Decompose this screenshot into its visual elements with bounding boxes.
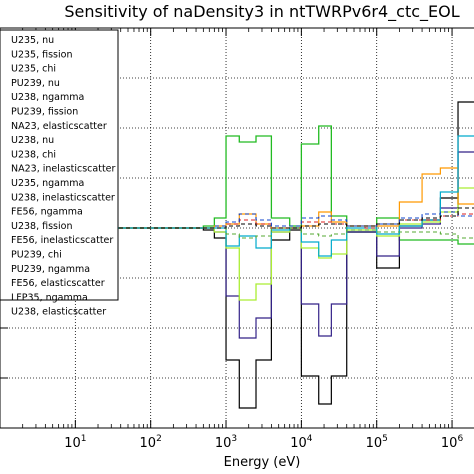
legend-entry: FE56, ngamma: [11, 207, 83, 218]
legend-entry: U235, chi: [11, 64, 56, 75]
x-tick-label: 103: [215, 434, 237, 451]
legend-entry: U235, nu: [11, 35, 54, 46]
legend: U235, nu U235, fission U235, chi PU239, nu U…: [0, 29, 119, 318]
legend-entry: U235, ngamma: [11, 178, 84, 189]
legend-entry: NA23, inelasticscatter: [11, 164, 116, 175]
legend-entry: U238, inelasticscatter: [11, 192, 115, 203]
legend-entry: PU239, nu: [11, 78, 60, 89]
legend-entry: FE56, inelasticscatter: [11, 235, 113, 246]
legend-entry: NA23, elasticscatter: [11, 121, 107, 132]
x-tick-label: 105: [366, 434, 388, 451]
legend-entry: PU239, chi: [11, 250, 62, 261]
x-axis-label: Energy (eV): [224, 455, 301, 470]
legend-entry: PU239, ngamma: [11, 264, 90, 275]
series-line-9: [0, 227, 474, 239]
legend-box: [0, 29, 119, 301]
x-tick-label: 102: [140, 434, 162, 451]
legend-entry: U235, fission: [11, 49, 72, 60]
legend-entry: PU239, fission: [11, 107, 78, 118]
series-line-10: [0, 207, 474, 229]
x-tick-label: 104: [290, 434, 313, 451]
chart-title: Sensitivity of naDensity3 in ntTWRPv6r4_…: [64, 2, 459, 22]
legend-entry: FE56, elasticscatter: [11, 278, 105, 289]
legend-entry: U238, fission: [11, 221, 72, 232]
plot-frame: [0, 27, 474, 429]
legend-entry: U238, elasticscatter: [11, 307, 106, 318]
series-line-1: [0, 125, 474, 245]
series-line-8: [0, 211, 474, 229]
legend-entry: U238, nu: [11, 135, 54, 146]
legend-entry: LFP35, ngamma: [11, 292, 88, 303]
legend-entry: U238, chi: [11, 149, 56, 160]
x-tick-label: 106: [441, 434, 464, 451]
legend-entry: U238, ngamma: [11, 92, 84, 103]
x-tick-label: 101: [64, 434, 86, 451]
